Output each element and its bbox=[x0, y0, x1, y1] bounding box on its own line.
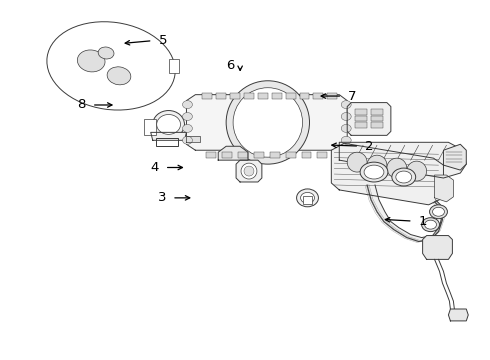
Bar bbox=[302, 196, 313, 204]
Circle shape bbox=[233, 88, 302, 157]
Polygon shape bbox=[331, 143, 443, 205]
Polygon shape bbox=[422, 235, 452, 260]
Bar bbox=[206, 152, 216, 158]
Bar bbox=[299, 93, 310, 99]
Ellipse shape bbox=[433, 207, 444, 216]
Polygon shape bbox=[367, 185, 442, 242]
Ellipse shape bbox=[425, 220, 437, 229]
Polygon shape bbox=[435, 175, 453, 202]
Text: 7: 7 bbox=[348, 90, 357, 103]
Bar bbox=[371, 122, 383, 129]
Ellipse shape bbox=[98, 47, 114, 59]
Polygon shape bbox=[236, 160, 262, 182]
Bar bbox=[318, 152, 327, 158]
Ellipse shape bbox=[364, 165, 384, 179]
Ellipse shape bbox=[396, 171, 412, 183]
Text: 8: 8 bbox=[77, 99, 86, 112]
Text: 6: 6 bbox=[226, 59, 234, 72]
Ellipse shape bbox=[182, 100, 193, 109]
Circle shape bbox=[347, 152, 367, 172]
Circle shape bbox=[241, 163, 257, 179]
Bar bbox=[355, 116, 367, 121]
Ellipse shape bbox=[360, 162, 388, 182]
Bar bbox=[244, 93, 254, 99]
Polygon shape bbox=[339, 142, 466, 178]
Polygon shape bbox=[187, 136, 200, 142]
Ellipse shape bbox=[157, 114, 180, 134]
Ellipse shape bbox=[341, 113, 351, 121]
Ellipse shape bbox=[182, 136, 193, 144]
Bar bbox=[258, 93, 268, 99]
Bar bbox=[238, 152, 248, 158]
Circle shape bbox=[407, 161, 427, 181]
Bar bbox=[254, 152, 264, 158]
Text: 2: 2 bbox=[365, 140, 374, 153]
Bar bbox=[144, 120, 156, 135]
Bar bbox=[286, 152, 295, 158]
Bar bbox=[314, 93, 323, 99]
Bar bbox=[202, 93, 212, 99]
Bar bbox=[156, 138, 177, 146]
Ellipse shape bbox=[153, 111, 184, 138]
Ellipse shape bbox=[182, 113, 193, 121]
Polygon shape bbox=[347, 103, 391, 135]
Polygon shape bbox=[448, 309, 468, 321]
Ellipse shape bbox=[392, 168, 416, 186]
Polygon shape bbox=[218, 146, 248, 160]
Bar bbox=[371, 109, 383, 114]
Bar bbox=[355, 122, 367, 129]
Ellipse shape bbox=[341, 125, 351, 132]
Ellipse shape bbox=[107, 67, 131, 85]
Ellipse shape bbox=[182, 125, 193, 132]
Ellipse shape bbox=[421, 218, 440, 231]
Bar bbox=[222, 152, 232, 158]
Polygon shape bbox=[443, 144, 466, 170]
Circle shape bbox=[244, 166, 254, 176]
Polygon shape bbox=[151, 132, 187, 140]
Ellipse shape bbox=[341, 100, 351, 109]
Text: 3: 3 bbox=[158, 192, 166, 204]
Bar bbox=[286, 93, 295, 99]
Ellipse shape bbox=[296, 189, 318, 207]
Text: 1: 1 bbox=[418, 215, 427, 228]
Text: 5: 5 bbox=[159, 34, 167, 47]
Bar bbox=[355, 109, 367, 114]
Bar bbox=[169, 59, 178, 73]
Ellipse shape bbox=[77, 50, 105, 72]
Ellipse shape bbox=[430, 205, 447, 219]
Circle shape bbox=[367, 155, 387, 175]
Bar bbox=[371, 116, 383, 121]
Circle shape bbox=[226, 81, 310, 164]
Bar bbox=[216, 93, 226, 99]
Text: 4: 4 bbox=[150, 161, 159, 174]
Bar bbox=[327, 93, 337, 99]
Bar bbox=[301, 152, 312, 158]
Polygon shape bbox=[187, 95, 347, 150]
Circle shape bbox=[387, 158, 407, 178]
Bar bbox=[272, 93, 282, 99]
Ellipse shape bbox=[341, 136, 351, 144]
Bar bbox=[230, 93, 240, 99]
Bar bbox=[270, 152, 280, 158]
Ellipse shape bbox=[300, 192, 315, 203]
Ellipse shape bbox=[47, 22, 175, 110]
